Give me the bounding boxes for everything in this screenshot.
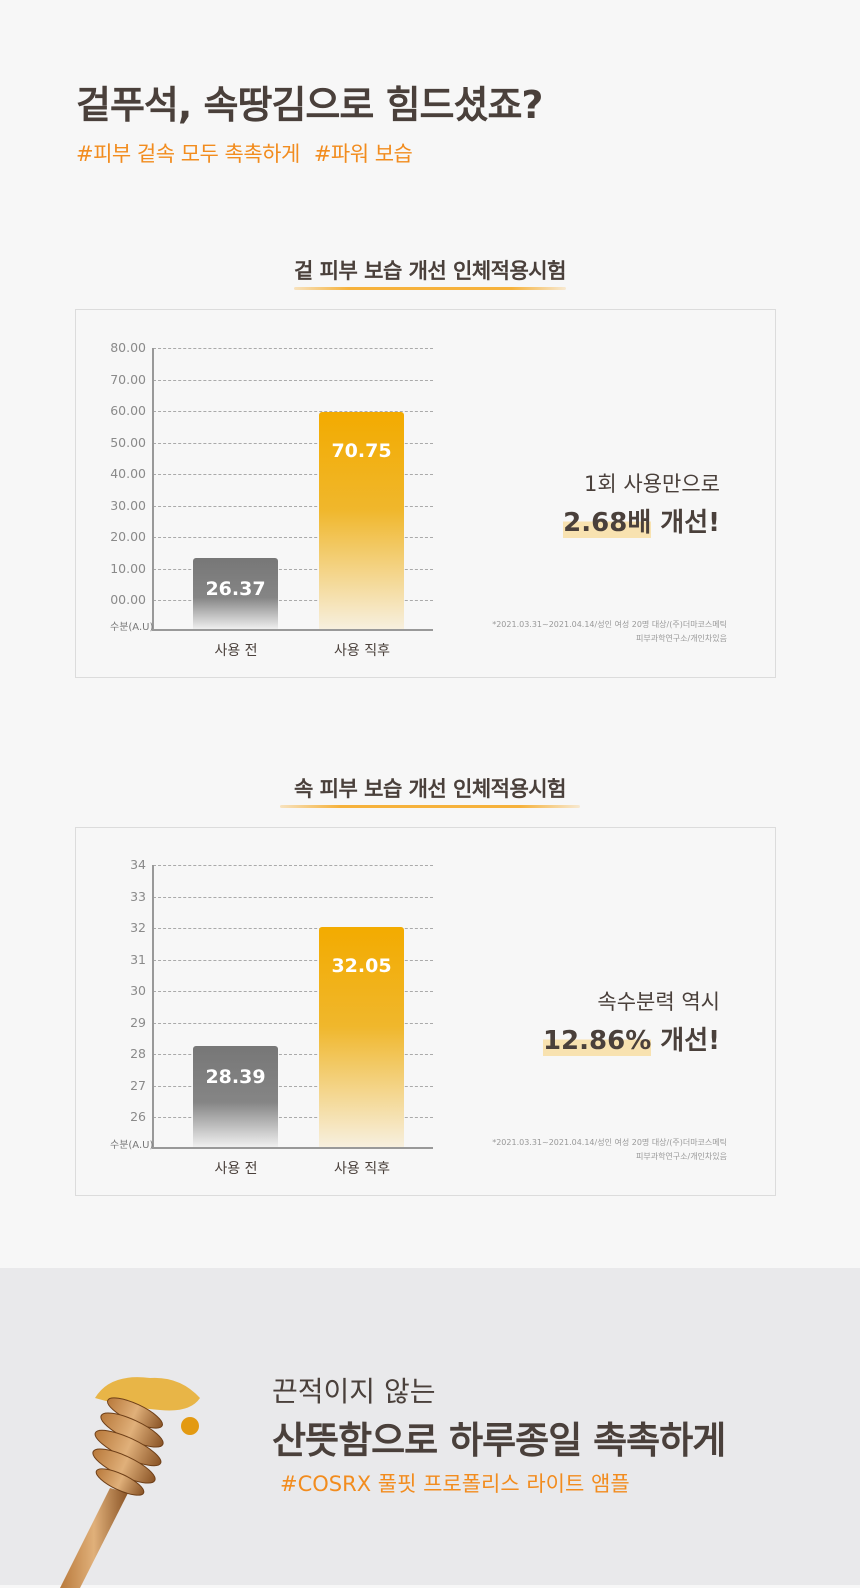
bar-value-label: 28.39 bbox=[205, 1066, 266, 1088]
bar-value-label: 32.05 bbox=[331, 955, 392, 977]
y-tick-label: 31 bbox=[130, 951, 146, 967]
x-tick-label: 사용 직후 bbox=[334, 1161, 390, 1177]
footer-banner: 끈적이지 않는 산뜻함으로 하루종일 촉촉하게 #COSRX 풀핏 프로폴리스 … bbox=[0, 1268, 860, 1588]
y-tick-label: 27 bbox=[130, 1077, 146, 1093]
bar-before bbox=[193, 1046, 278, 1148]
title-underline bbox=[280, 805, 580, 808]
chart-title: 겉 피부 보습 개선 인체적용시험 bbox=[294, 259, 566, 283]
bar-after bbox=[319, 927, 404, 1148]
hashtag: #파워 보습 bbox=[313, 142, 413, 166]
gridline bbox=[153, 928, 433, 929]
hashtag: #피부 겉속 모두 촉촉하게 bbox=[76, 142, 300, 166]
bar-after bbox=[319, 412, 404, 630]
y-tick-label: 80.00 bbox=[110, 340, 146, 355]
y-tick-label: 50.00 bbox=[110, 434, 146, 450]
hashtags: #피부 겉속 모두 촉촉하게 #파워 보습 bbox=[76, 138, 426, 168]
gridline bbox=[153, 600, 433, 601]
callout-line2: 2.68배 개선! bbox=[563, 508, 720, 538]
y-tick-label: 30 bbox=[130, 983, 146, 998]
callout-highlight: 12.86% bbox=[542, 1026, 652, 1056]
y-tick-label: 20.00 bbox=[110, 529, 146, 544]
gridline bbox=[153, 991, 433, 992]
y-tick-label: 40.00 bbox=[110, 466, 146, 481]
y-axis bbox=[152, 348, 154, 630]
footnote: *2021.03.31~2021.04.14/성인 여성 20명 대상/(주)더… bbox=[492, 620, 727, 643]
footnote: *2021.03.31~2021.04.14/성인 여성 20명 대상/(주)더… bbox=[492, 1138, 727, 1161]
gridline bbox=[153, 865, 433, 866]
title-underline bbox=[294, 287, 566, 290]
y-axis bbox=[152, 865, 154, 1148]
callout-line1: 속수분력 역시 bbox=[597, 990, 720, 1014]
y-tick-label: 32 bbox=[130, 920, 146, 935]
gridline bbox=[153, 411, 433, 412]
x-axis bbox=[152, 1147, 433, 1149]
gridline bbox=[153, 505, 433, 507]
callout-line1: 1회 사용만으로 bbox=[584, 472, 720, 496]
x-tick-label: 사용 전 bbox=[214, 643, 258, 659]
page-title: 겉푸석, 속땅김으로 힘드셨죠? bbox=[76, 83, 543, 127]
bar-value-label: 26.37 bbox=[205, 578, 266, 600]
y-axis-label: 수분(A.U) bbox=[110, 1140, 154, 1151]
y-tick-label: 10.00 bbox=[110, 560, 146, 576]
gridline bbox=[153, 1054, 433, 1055]
gridline bbox=[153, 474, 433, 475]
callout-line2: 12.86% 개선! bbox=[542, 1026, 720, 1056]
footer-tag: #COSRX 풀핏 프로폴리스 라이트 앰플 bbox=[280, 1472, 630, 1496]
footer-line2: 산뜻함으로 하루종일 촉촉하게 bbox=[272, 1419, 726, 1462]
y-axis-label: 수분(A.U) bbox=[110, 622, 154, 633]
chart-title: 속 피부 보습 개선 인체적용시험 bbox=[294, 777, 566, 801]
bar-before bbox=[193, 558, 278, 630]
chart-panel: 80.00 70.00 60.00 50.00 40.00 30.00 20.00 10.00… bbox=[75, 309, 776, 678]
gridline bbox=[153, 348, 433, 349]
bar-value-label: 70.75 bbox=[331, 440, 392, 462]
gridline bbox=[153, 959, 433, 961]
gridline bbox=[153, 1022, 433, 1024]
callout-highlight: 2.68배 bbox=[563, 508, 652, 538]
gridline bbox=[153, 896, 433, 898]
y-tick-label: 70.00 bbox=[110, 371, 146, 387]
gridline bbox=[153, 379, 433, 381]
y-tick-label: 28 bbox=[130, 1046, 146, 1061]
y-tick-label: 29 bbox=[130, 1014, 146, 1030]
y-tick-label: 30.00 bbox=[110, 497, 146, 513]
gridline bbox=[153, 1117, 433, 1118]
y-tick-label: 26 bbox=[130, 1109, 146, 1124]
x-tick-label: 사용 직후 bbox=[334, 643, 390, 659]
y-tick-label: 33 bbox=[130, 888, 146, 904]
gridline bbox=[153, 442, 433, 444]
y-tick-label: 00.00 bbox=[110, 592, 146, 607]
footer-line1: 끈적이지 않는 bbox=[272, 1375, 436, 1408]
gridline bbox=[153, 568, 433, 570]
honey-dipper-icon bbox=[60, 1377, 200, 1588]
y-tick-label: 60.00 bbox=[110, 403, 146, 418]
gridline bbox=[153, 1085, 433, 1087]
x-tick-label: 사용 전 bbox=[214, 1161, 258, 1177]
y-tick-label: 34 bbox=[130, 857, 146, 872]
gridline bbox=[153, 537, 433, 538]
x-axis bbox=[152, 629, 433, 631]
chart-panel: 34 33 32 31 30 29 28 27 26 28.39 사용 전 32.05 사용 직후 수분(… bbox=[75, 827, 776, 1196]
